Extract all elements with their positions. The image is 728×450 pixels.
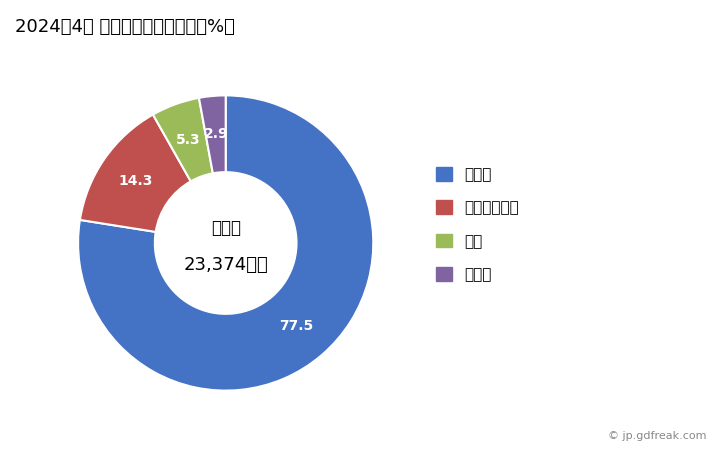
Text: 23,374万円: 23,374万円 <box>183 256 268 274</box>
Text: 77.5: 77.5 <box>280 319 314 333</box>
Text: 5.3: 5.3 <box>176 133 201 147</box>
Wedge shape <box>78 95 373 391</box>
Text: 総　額: 総 額 <box>210 219 241 237</box>
Wedge shape <box>80 115 191 232</box>
Wedge shape <box>199 95 226 173</box>
Legend: インド, インドネシア, 中国, その他: インド, インドネシア, 中国, その他 <box>436 167 518 282</box>
Wedge shape <box>153 98 213 181</box>
Text: 14.3: 14.3 <box>119 174 153 188</box>
Text: 2024年4月 輸出相手国のシェア（%）: 2024年4月 輸出相手国のシェア（%） <box>15 18 234 36</box>
Text: © jp.gdfreak.com: © jp.gdfreak.com <box>608 431 706 441</box>
Text: 2.9: 2.9 <box>203 127 228 141</box>
